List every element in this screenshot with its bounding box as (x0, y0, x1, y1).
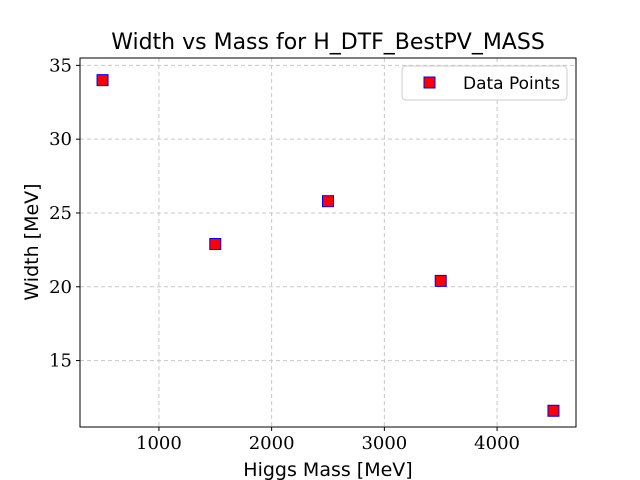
y-tick-label: 20 (49, 277, 72, 298)
y-tick-label: 30 (49, 129, 72, 150)
y-axis-label: Width [MeV] (21, 183, 43, 300)
x-tick-label: 3000 (361, 433, 407, 454)
y-tick-label: 15 (49, 351, 72, 372)
legend-box (401, 65, 568, 101)
data-point (96, 74, 109, 87)
data-point (434, 274, 447, 287)
data-point (209, 237, 222, 250)
x-axis-label: Higgs Mass [MeV] (243, 459, 412, 480)
x-tick-label: 2000 (249, 433, 295, 454)
y-tick-label: 25 (49, 203, 72, 224)
x-tick-label: 1000 (136, 433, 182, 454)
plot-frame (79, 57, 577, 428)
chart-title: Width vs Mass for H_DTF_BestPV_MASS (111, 30, 545, 55)
legend-marker (423, 76, 436, 89)
legend: Data Points (401, 65, 568, 101)
data-points (96, 74, 560, 417)
grid-lines (80, 58, 576, 427)
data-point (547, 404, 560, 417)
axis-ticks: 1000 2000 3000 4000 15 20 25 30 35 (49, 55, 520, 454)
x-tick-label: 4000 (474, 433, 520, 454)
data-point (322, 195, 334, 208)
legend-label: Data Points (463, 74, 560, 94)
y-tick-label: 35 (49, 55, 72, 76)
